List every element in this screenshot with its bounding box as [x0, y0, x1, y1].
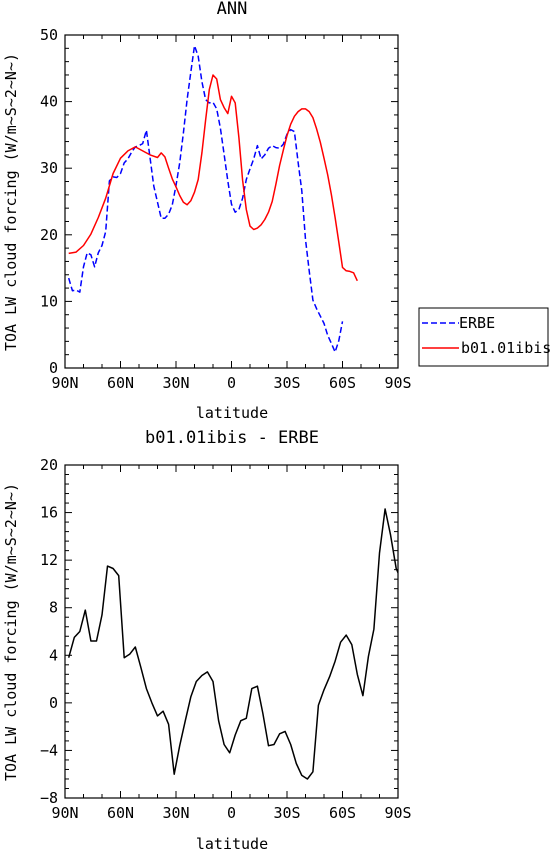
- bottom-x-tick-label: 30N: [162, 804, 189, 822]
- bottom-panel: b01.01ibis - ERBE 90N 60N 30N 0 30S 60S 90S −8 −…: [2, 428, 412, 851]
- top-series-group: [67, 44, 358, 353]
- top-series-line-b01-01ibis: [68, 74, 358, 282]
- bottom-x-tick-label: 0: [227, 804, 236, 822]
- top-x-tick-label: 60S: [329, 374, 356, 392]
- bottom-x-tick-label: 30S: [273, 804, 300, 822]
- bottom-y-tick-label: 4: [49, 646, 58, 664]
- top-x-tick-label: 30S: [273, 374, 300, 392]
- top-chart-title: ANN: [217, 0, 248, 19]
- bottom-y-tick-label: 20: [40, 456, 58, 474]
- bottom-x-tick-label: 90N: [51, 804, 78, 822]
- top-panel: ANN 90N 60N 30N 0 30S 60S 90S 0 10 20 30 40 50 latit…: [2, 0, 412, 422]
- bottom-plot-area: 90N 60N 30N 0 30S 60S 90S −8 −4 0 4 8 12 16 20: [40, 456, 412, 822]
- top-y-tick-label: 50: [40, 26, 58, 44]
- bottom-x-tick-label: 60N: [107, 804, 134, 822]
- top-y-tick-label: 30: [40, 159, 58, 177]
- top-x-tick-label: 60N: [107, 374, 134, 392]
- bottom-x-axis-label: latitude: [196, 835, 268, 851]
- top-x-axis-label: latitude: [196, 404, 268, 422]
- top-series-line-erbe: [67, 44, 344, 353]
- top-x-tick-label: 0: [227, 374, 236, 392]
- top-y-axis-label: TOA LW cloud forcing (W/m~S~2~N~): [2, 53, 20, 351]
- top-y-tick-label: 10: [40, 292, 58, 310]
- bottom-x-tick-label: 90S: [384, 804, 411, 822]
- bottom-y-tick-label: 8: [49, 599, 58, 617]
- legend: ERBE b01.01ibis: [418, 307, 550, 367]
- top-y-tick-label: 20: [40, 226, 58, 244]
- bottom-y-tick-label: 16: [40, 504, 58, 522]
- bottom-y-tick-label: −4: [40, 741, 58, 759]
- bottom-series-line-difference: [67, 508, 398, 780]
- bottom-chart-title: b01.01ibis - ERBE: [145, 428, 319, 448]
- bottom-y-tick-label: 0: [49, 694, 58, 712]
- bottom-y-tick-label: 12: [40, 551, 58, 569]
- bottom-x-tick-label: 60S: [329, 804, 356, 822]
- top-x-tick-label: 90S: [384, 374, 411, 392]
- legend-erbe-label: ERBE: [459, 314, 495, 332]
- bottom-series-group: [67, 508, 398, 780]
- top-plot-area: 90N 60N 30N 0 30S 60S 90S 0 10 20 30 40 50: [40, 26, 412, 392]
- legend-box: [418, 307, 549, 367]
- bottom-y-axis-label: TOA LW cloud forcing (W/m~S~2~N~): [2, 483, 20, 781]
- top-x-tick-label: 90N: [51, 374, 78, 392]
- top-x-tick-label: 30N: [162, 374, 189, 392]
- top-y-tick-label: 0: [49, 359, 58, 377]
- bottom-y-tick-label: −8: [40, 789, 58, 807]
- legend-model-label: b01.01ibis: [461, 339, 550, 357]
- top-y-tick-label: 40: [40, 93, 58, 111]
